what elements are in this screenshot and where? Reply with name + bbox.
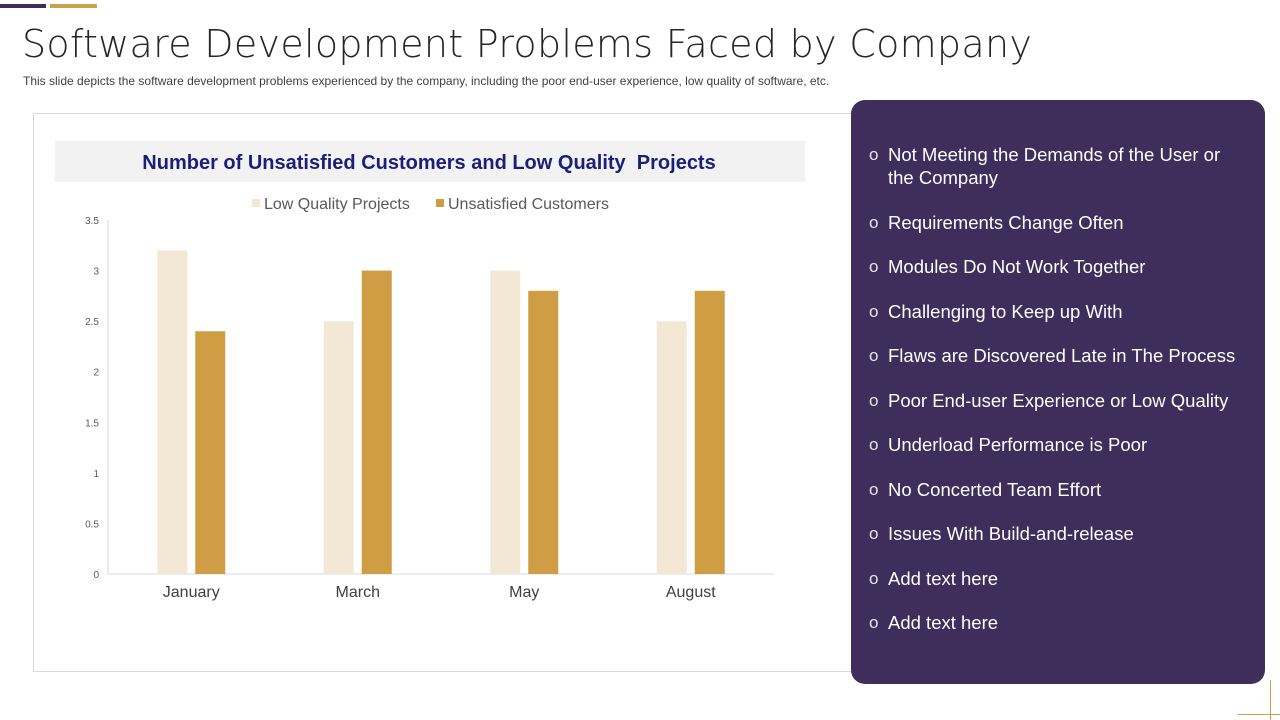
problem-text: Add text here [888,567,999,589]
bullet-icon: o [869,524,879,543]
y-tick-label: 3 [93,267,99,278]
bullet-icon: o [869,479,879,499]
bullet-icon: o [869,613,879,632]
chart-title: Number of Unsatisfied Customers and Low … [142,152,715,174]
legend-swatch [436,199,444,207]
bar-unsatisfied-march [361,270,392,574]
bullet-icon: o [869,390,879,410]
accent-bar-gold [50,4,97,8]
problem-text: Underload Performance is Poor [888,434,1148,455]
problem-text: Challenging to Keep up With [888,300,1123,322]
x-tick-label: May [509,584,539,601]
chart-legend: Low Quality Projects Unsatisfied Customer… [252,196,609,213]
bar-low-quality-august [656,321,687,574]
bullet-icon: o [869,346,879,365]
chart-bars [157,250,725,575]
page-subtitle: This slide depicts the software developm… [23,74,830,88]
x-tick-label: January [163,584,220,601]
page-title: Software Development Problems Faced by C… [22,22,1033,66]
problem-item: o Issues With Build-and-release [869,522,1249,545]
x-tick-label: March [336,584,380,601]
bar-low-quality-january [157,250,188,575]
bullet-icon: o [869,568,879,588]
problem-item: o Underload Performance is Poor [869,433,1249,456]
legend-label: Low Quality Projects [264,196,410,213]
y-tick-label: 0.5 [85,519,99,530]
bar-unsatisfied-january [195,331,226,574]
problem-text: Poor End-user Experience or Low Quality [888,389,1229,411]
problem-text: Flaws are Discovered Late in The Process [888,345,1236,366]
problems-list: o Not Meeting the Demands of the User or … [869,143,1249,656]
problem-text: Add text here [888,612,999,633]
problem-item: o Poor End-user Experience or Low Quality [869,389,1249,412]
bullet-icon: o [869,257,879,276]
problem-item: o Add text here [869,611,1249,634]
chart-title-background [55,141,805,182]
problem-text: No Concerted Team Effort [888,478,1102,500]
problem-item: o Add text here [869,567,1249,590]
problem-text: Not Meeting the Demands of the User or t… [888,144,1221,188]
bar-chart: Number of Unsatisfied Customers and Low … [55,141,805,601]
corner-decoration-vertical [1270,680,1271,720]
bullet-icon: o [869,435,879,454]
x-axis: January March May August [108,573,774,601]
problem-text: Modules Do Not Work Together [888,256,1146,277]
problem-text: Issues With Build-and-release [888,523,1134,544]
y-axis: 0 0.5 1 1.5 2 2.5 3 3.5 [85,216,109,581]
bullet-icon: o [869,301,879,321]
y-tick-label: 3.5 [85,216,99,227]
problem-item: o Challenging to Keep up With [869,300,1249,323]
problem-item: o Modules Do Not Work Together [869,255,1249,278]
problem-item: o Not Meeting the Demands of the User or … [869,143,1249,189]
bar-unsatisfied-august [694,290,725,574]
y-tick-label: 1 [93,469,99,480]
y-tick-label: 0 [93,570,99,581]
accent-bar-purple [0,4,46,8]
y-tick-label: 2 [93,368,99,379]
chart-frame: Number of Unsatisfied Customers and Low … [33,113,873,672]
problem-item: o Requirements Change Often [869,211,1249,234]
problem-text: Requirements Change Often [888,211,1124,233]
bullet-icon: o [869,212,879,232]
problems-panel: o Not Meeting the Demands of the User or … [851,100,1265,684]
bar-unsatisfied-may [528,290,559,574]
corner-decoration-horizontal [1238,714,1280,715]
legend-swatch [252,199,260,207]
x-tick-label: August [666,584,716,601]
y-tick-label: 2.5 [85,317,99,328]
problem-item: o Flaws are Discovered Late in The Proces… [869,344,1249,367]
legend-label: Unsatisfied Customers [448,196,609,213]
bar-low-quality-may [490,270,521,574]
y-tick-label: 1.5 [85,418,99,429]
problem-item: o No Concerted Team Effort [869,478,1249,501]
bullet-icon: o [869,145,879,164]
bar-low-quality-march [323,321,354,574]
